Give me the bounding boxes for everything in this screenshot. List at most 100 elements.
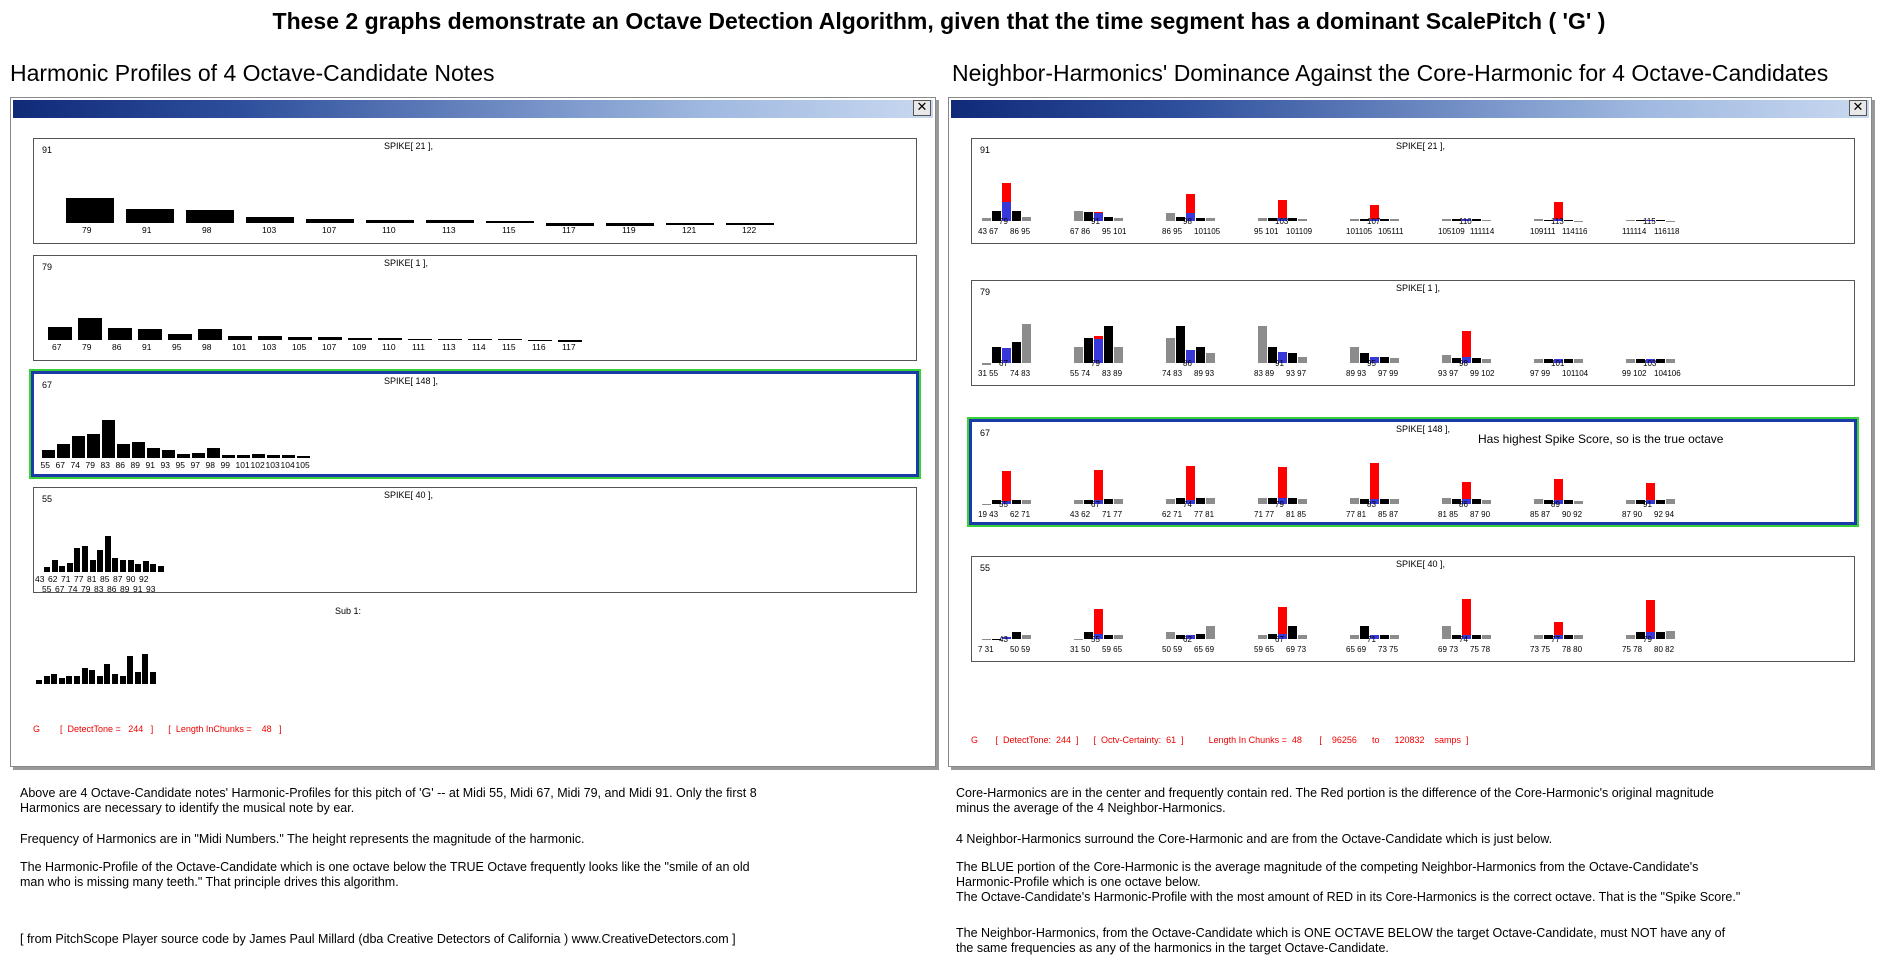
neighbor-bar [1022, 499, 1031, 504]
harmonic-bar [348, 337, 372, 340]
harmonic-bar [222, 454, 235, 458]
harmonic-bar [282, 454, 295, 458]
neighbor-right-label: 95 101 [1102, 227, 1127, 236]
core-blue-bar [1002, 500, 1011, 504]
neighbor-bar [1022, 216, 1031, 221]
harmonic-label: 83 [94, 584, 104, 594]
left-graph-heading: Harmonic Profiles of 4 Octave-Candidate … [10, 60, 495, 86]
harmonic-bar [59, 566, 66, 572]
core-blue-bar [1554, 358, 1563, 363]
harmonic-label: 93 [160, 460, 170, 470]
dominance-panel-55[interactable]: 55 SPIKE[ 40 ], 43 7 31 50 59 55 31 50 59 65 6… [971, 556, 1855, 662]
harmonic-profiles-window: ✕ 91 SPIKE[ 21 ], 79 91 98 103 107 110 113 115 1… [10, 97, 936, 767]
source-credit: [ from PitchScope Player source code by … [20, 932, 736, 946]
core-harmonic-label: 86 [1183, 359, 1192, 368]
neighbor-bar [1104, 325, 1113, 363]
window-titlebar[interactable] [13, 100, 933, 118]
neighbor-bar [1298, 356, 1307, 363]
core-blue-bar [1646, 358, 1655, 363]
neighbor-bar [1656, 499, 1665, 504]
dominance-panel-91[interactable]: 91 SPIKE[ 21 ], 79 43 67 86 95 91 67 86 95 10… [971, 138, 1855, 244]
neighbor-bar [1258, 635, 1267, 639]
neighbor-bar [1268, 633, 1277, 639]
harmonic-label: 83 [100, 460, 110, 470]
neighbor-bar [1166, 632, 1175, 639]
core-harmonic-label: 55 [1091, 635, 1100, 644]
neighbor-left-label: 83 89 [1254, 369, 1275, 378]
neighbor-bar [1564, 634, 1573, 639]
harmonic-label: 55 [42, 584, 52, 594]
neighbor-left-label: 7 31 [978, 645, 994, 654]
neighbor-bar [1482, 358, 1491, 363]
neighbor-left-label: 93 97 [1438, 369, 1459, 378]
neighbor-bar [1298, 218, 1307, 221]
neighbor-bar [1084, 338, 1093, 363]
neighbor-right-label: 74 83 [1010, 369, 1031, 378]
harmonic-label: 103 [262, 342, 277, 352]
close-button[interactable]: ✕ [1849, 100, 1867, 116]
profile-panel-55[interactable]: 55 SPIKE[ 40 ], 43 62 71 77 81 85 87 90 92 55 67 74… [33, 487, 917, 594]
core-harmonic-label: 103 [1643, 359, 1657, 368]
harmonic-bar [42, 450, 55, 458]
neighbor-right-label: 89 93 [1194, 369, 1215, 378]
core-blue-bar [1646, 219, 1655, 221]
window-titlebar[interactable] [951, 100, 1869, 118]
neighbor-right-label: 104106 [1654, 369, 1681, 378]
core-blue-bar [1186, 350, 1195, 363]
neighbor-bar [1114, 498, 1123, 504]
profile-panel-67-selected[interactable]: 67 SPIKE[ 148 ], 55 67 74 79 83 86 89 91 93 95 97 9… [29, 369, 921, 479]
close-button[interactable]: ✕ [913, 100, 931, 116]
neighbor-bar [1114, 347, 1123, 363]
dominance-panel-67-selected[interactable]: 67 SPIKE[ 148 ], Has highest Spike Score… [967, 417, 1859, 527]
harmonic-label: 95 [175, 460, 185, 470]
neighbor-right-label: 85 87 [1378, 510, 1399, 519]
neighbor-bar [1636, 358, 1645, 363]
core-blue-bar [1278, 217, 1287, 221]
neighbor-right-label: 81 85 [1286, 510, 1307, 519]
harmonic-label: 85 [100, 574, 110, 584]
harmonic-bar [252, 454, 265, 458]
dominance-panel-79[interactable]: 79 SPIKE[ 1 ], 67 31 55 74 83 79 55 74 83 89 8… [971, 280, 1855, 386]
core-harmonic-label: 107 [1367, 217, 1381, 226]
neighbor-bar [1666, 358, 1675, 363]
neighbor-bar [1104, 498, 1113, 504]
harmonic-bar [408, 338, 432, 340]
core-red-bar [1002, 471, 1011, 501]
core-blue-bar [1094, 213, 1103, 221]
harmonic-label: 113 [442, 225, 456, 235]
core-harmonic-label: 79 [1091, 359, 1100, 368]
core-blue-bar [1002, 348, 1011, 363]
harmonic-label: 110 [382, 225, 396, 235]
core-red-bar [1462, 599, 1471, 636]
core-red-bar [1002, 182, 1011, 202]
neighbor-bar [992, 347, 1001, 363]
spike-score: SPIKE[ 40 ], [384, 490, 434, 500]
neighbor-bar [1574, 500, 1583, 504]
core-red-bar [1462, 330, 1471, 357]
neighbor-bar [1298, 498, 1307, 504]
sub-bar [66, 676, 73, 684]
neighbor-bar [1012, 210, 1021, 221]
harmonic-label: 103 [265, 460, 280, 470]
harmonic-label: 105 [295, 460, 310, 470]
core-harmonic-label: 101 [1551, 359, 1565, 368]
harmonic-label: 74 [70, 460, 80, 470]
neighbor-left-label: 87 90 [1622, 510, 1643, 519]
harmonic-bar [87, 434, 100, 458]
harmonic-bar [104, 536, 111, 572]
neighbor-bar [1268, 218, 1277, 221]
neighbor-bar [1258, 497, 1267, 504]
core-blue-bar [1554, 499, 1563, 504]
profile-panel-91[interactable]: 91 SPIKE[ 21 ], 79 91 98 103 107 110 113 115 117… [33, 138, 917, 244]
harmonic-label: 98 [202, 342, 212, 352]
core-blue-bar [1186, 213, 1195, 221]
core-red-bar [1094, 470, 1103, 500]
neighbor-bar [1626, 358, 1635, 363]
neighbor-bar [1390, 357, 1399, 363]
neighbor-right-label: 105111 [1378, 227, 1404, 236]
harmonic-label: 89 [120, 584, 130, 594]
neighbor-right-label: 65 69 [1194, 645, 1215, 654]
harmonic-bar [258, 336, 282, 340]
neighbor-bar [1350, 218, 1359, 221]
profile-panel-79[interactable]: 79 SPIKE[ 1 ], 67 79 86 91 95 98 101 103 105 107 1… [33, 255, 917, 361]
